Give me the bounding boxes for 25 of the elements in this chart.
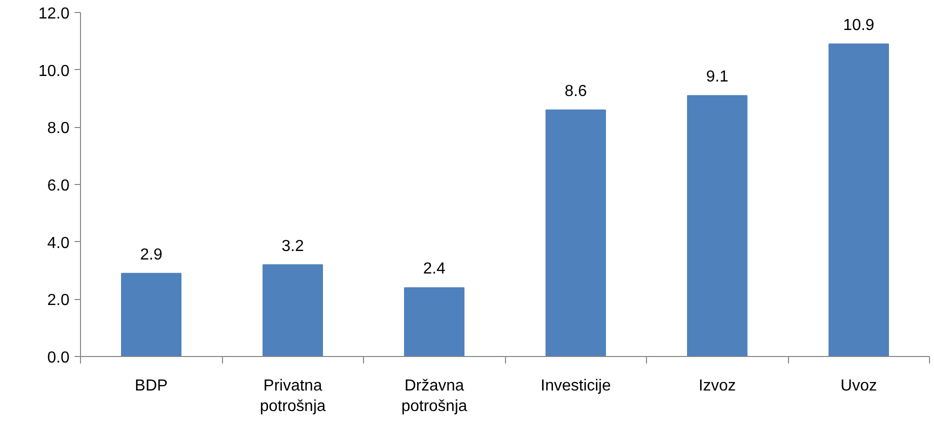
data-label: 8.6 <box>564 82 587 100</box>
y-tick-label: 0.0 <box>47 350 70 366</box>
y-tick-label: 12.0 <box>38 6 70 22</box>
y-tick-label: 8.0 <box>47 120 70 138</box>
x-tick-label: Izvoz <box>698 378 736 394</box>
y-tick-label: 2.0 <box>47 292 70 310</box>
bar <box>121 272 182 356</box>
bar <box>262 264 323 356</box>
bar <box>687 95 748 356</box>
data-label: 9.1 <box>706 68 728 86</box>
data-label: 3.2 <box>282 238 304 255</box>
x-tick-label: BDP <box>134 378 168 394</box>
x-tick-label: Uvoz <box>840 378 877 394</box>
x-tick-label: Državna potrošnja <box>401 378 468 415</box>
x-tick-label: Investicije <box>540 378 611 394</box>
data-label: 2.4 <box>423 260 446 278</box>
bar <box>828 44 889 356</box>
y-tick-label: 6.0 <box>47 178 70 194</box>
bar <box>404 287 464 356</box>
x-tick-label: Privatna potrošnja <box>260 378 326 415</box>
data-label: 10.9 <box>843 17 874 34</box>
y-tick-label: 4.0 <box>47 234 70 252</box>
bar <box>546 109 606 356</box>
data-label: 2.9 <box>140 246 162 264</box>
y-tick-label: 10.0 <box>38 62 70 80</box>
